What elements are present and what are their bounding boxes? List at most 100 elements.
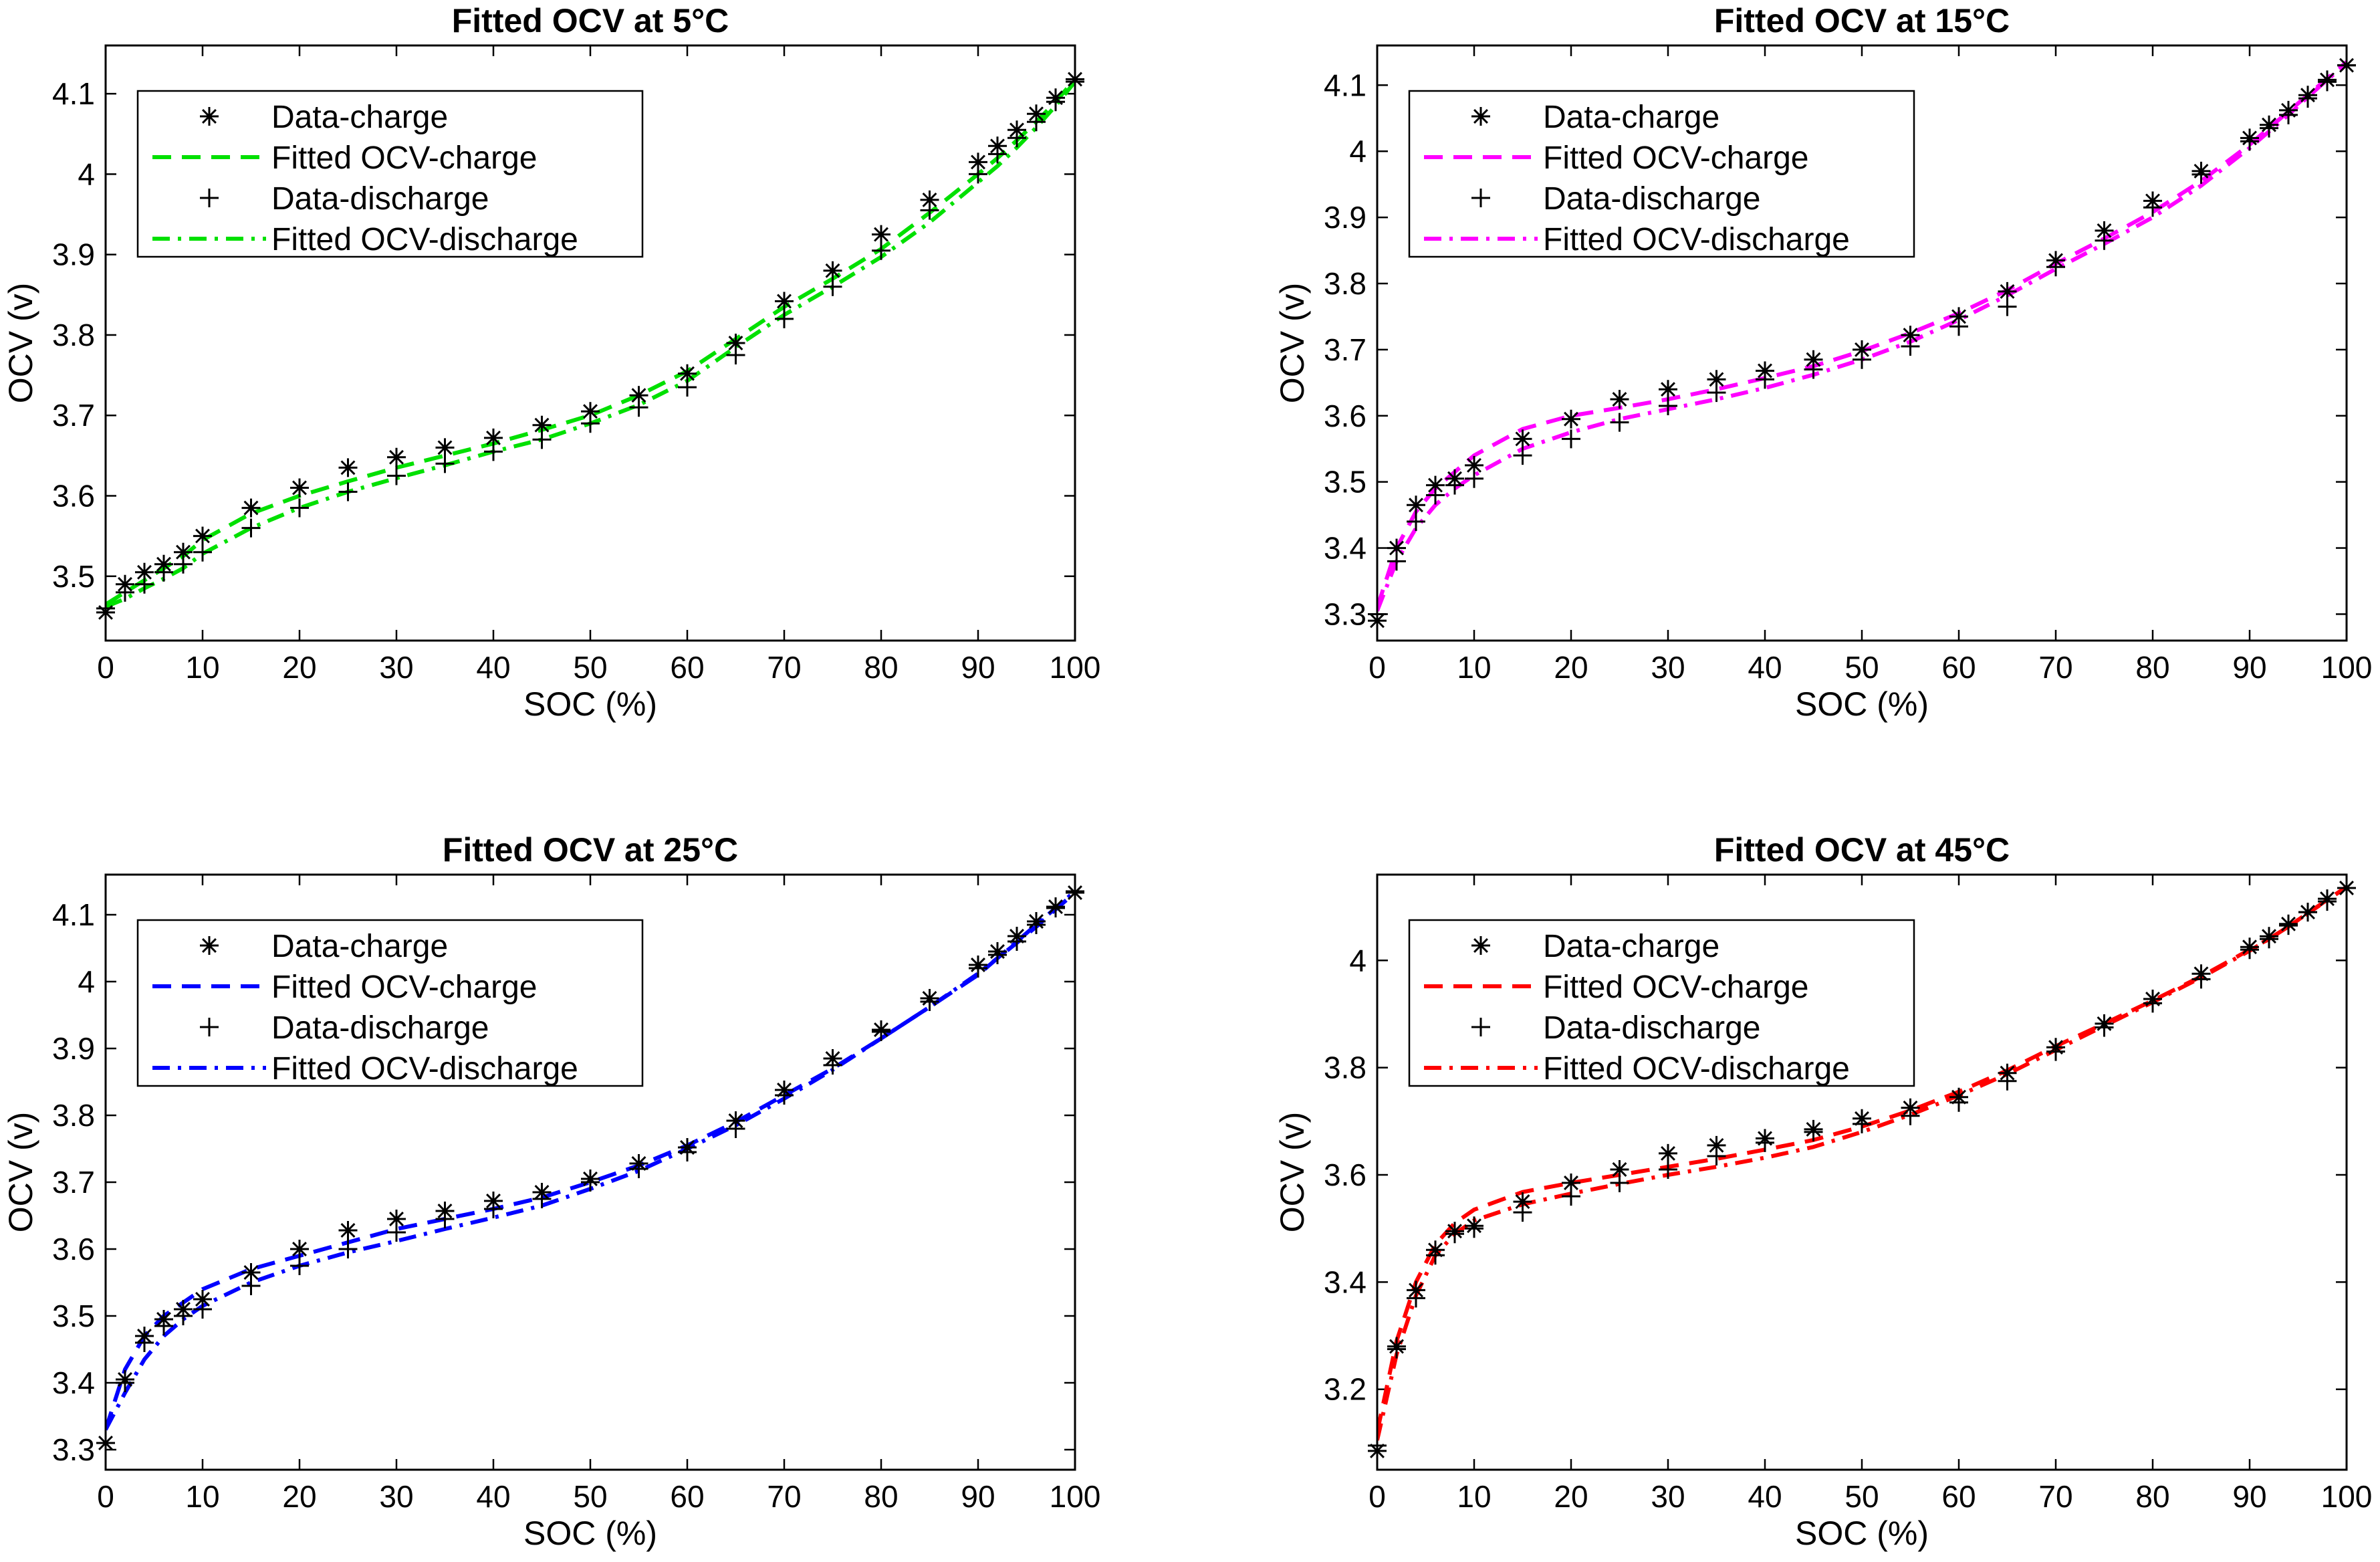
data-point-discharge <box>116 582 134 602</box>
data-point-discharge <box>678 378 697 397</box>
x-tick-label: 0 <box>97 650 114 685</box>
data-point-discharge <box>775 309 794 328</box>
x-tick-label: 0 <box>1368 650 1386 685</box>
y-tick-label: 4 <box>78 156 95 191</box>
data-point-discharge <box>1426 485 1445 505</box>
data-point-discharge <box>241 518 261 538</box>
data-point-discharge <box>435 1210 455 1228</box>
data-point-discharge <box>484 442 503 461</box>
x-tick-label: 90 <box>2232 650 2266 685</box>
data-point-charge <box>1465 455 1483 475</box>
data-point-discharge <box>629 398 648 417</box>
y-tick-label: 3.5 <box>52 559 95 594</box>
data-point-discharge <box>2279 105 2298 124</box>
y-tick-label: 3.9 <box>1324 200 1366 235</box>
data-point-discharge <box>532 1190 552 1208</box>
x-axis-label: SOC (%) <box>523 1515 657 1552</box>
x-tick-label: 70 <box>2038 1479 2072 1514</box>
legend-label: Fitted OCV-discharge <box>271 222 578 257</box>
data-point-discharge <box>1998 297 2017 316</box>
data-point-charge <box>629 386 648 405</box>
series-line-dashdot <box>1377 885 2347 1441</box>
plot-frame <box>104 873 1076 1471</box>
data-point-charge <box>1659 380 1677 399</box>
data-point-discharge <box>2046 1042 2065 1061</box>
data-point-discharge <box>1804 360 1823 379</box>
y-tick-label: 3.8 <box>52 1098 95 1133</box>
x-tick-label: 30 <box>379 650 413 685</box>
y-tick-label: 3.7 <box>52 1165 95 1200</box>
legend-box <box>136 919 644 1087</box>
data-point-discharge <box>2298 89 2317 108</box>
data-point-discharge <box>1853 350 1871 369</box>
data-point-discharge <box>338 482 358 501</box>
data-point-charge <box>920 190 939 209</box>
data-point-charge <box>338 1221 358 1240</box>
legend-box <box>136 90 644 258</box>
y-tick-label: 3.6 <box>1324 399 1366 433</box>
y-tick-label: 4.1 <box>52 76 95 111</box>
data-point-discharge <box>823 277 842 296</box>
x-tick-label: 40 <box>1748 1479 1782 1514</box>
y-tick-label: 3.5 <box>52 1299 95 1333</box>
data-point-discharge <box>290 1256 309 1275</box>
series-line-dashed <box>106 891 1075 1430</box>
legend-label: Data-discharge <box>271 1010 489 1046</box>
data-point-charge <box>435 438 455 457</box>
data-point-discharge <box>2143 994 2162 1013</box>
legend-label: Data-charge <box>1543 929 1719 964</box>
data-point-discharge <box>1707 383 1726 403</box>
data-point-charge <box>193 526 212 546</box>
chart-25c: Fitted OCV at 25°C 0 10 20 30 40 50 60 70 80 90 100… <box>2 831 1100 1552</box>
data-point-charge <box>775 292 794 311</box>
data-point-discharge <box>969 164 987 184</box>
legend-label: Fitted OCV-charge <box>1543 140 1809 176</box>
x-tick-label: 20 <box>282 1479 316 1514</box>
data-point-discharge <box>2143 198 2162 217</box>
legend-swatch-plus <box>200 189 219 207</box>
data-point-discharge <box>532 430 552 449</box>
data-point-discharge <box>2260 929 2278 949</box>
data-point-discharge <box>1998 1071 2017 1091</box>
legend-label: Fitted OCV-charge <box>271 970 538 1005</box>
data-point-charge <box>241 1263 261 1282</box>
data-point-discharge <box>2240 940 2259 960</box>
data-point-discharge <box>290 498 309 518</box>
x-axis-label: SOC (%) <box>1795 1515 1929 1552</box>
data-point-discharge <box>1007 932 1026 951</box>
data-point-discharge <box>338 1240 358 1258</box>
legend-swatch-asterisk <box>1471 107 1490 126</box>
data-point-discharge <box>2191 164 2211 184</box>
x-tick-label: 70 <box>767 650 801 685</box>
data-point-charge <box>338 458 358 477</box>
data-point-discharge <box>629 1159 648 1178</box>
x-axis-label: SOC (%) <box>1795 685 1929 723</box>
data-point-discharge <box>1853 1114 1871 1133</box>
legend-label: Fitted OCV-discharge <box>271 1051 578 1087</box>
data-point-charge <box>1513 429 1532 449</box>
legend-label: Data-charge <box>1543 100 1719 135</box>
chart-title: Fitted OCV at 5°C <box>452 2 729 39</box>
data-point-discharge <box>2318 72 2337 92</box>
data-point-charge <box>174 542 193 562</box>
data-point-discharge <box>2279 916 2298 935</box>
data-point-charge <box>1407 495 1425 515</box>
data-point-charge <box>969 152 987 172</box>
x-tick-label: 30 <box>1651 1479 1685 1514</box>
x-tick-label: 90 <box>2232 1479 2266 1514</box>
data-point-discharge <box>135 1333 154 1352</box>
data-point-charge <box>1804 350 1823 369</box>
data-point-discharge <box>1407 1289 1425 1308</box>
data-point-discharge <box>726 1119 745 1138</box>
data-point-discharge <box>1046 899 1065 917</box>
data-point-discharge <box>1387 1339 1406 1359</box>
data-point-charge <box>1387 538 1406 558</box>
y-tick-label: 3.7 <box>1324 332 1366 367</box>
legend-label: Data-charge <box>271 100 448 135</box>
y-tick-label: 3.4 <box>52 1365 95 1400</box>
chart-45c: Fitted OCV at 45°C 0 10 20 30 40 50 60 70 80 90 100… <box>1274 831 2372 1552</box>
data-point-charge <box>1949 307 1968 326</box>
data-point-charge <box>1707 1135 1726 1155</box>
data-point-discharge <box>1513 446 1532 465</box>
y-axis-label: OCV (v) <box>2 1112 39 1233</box>
